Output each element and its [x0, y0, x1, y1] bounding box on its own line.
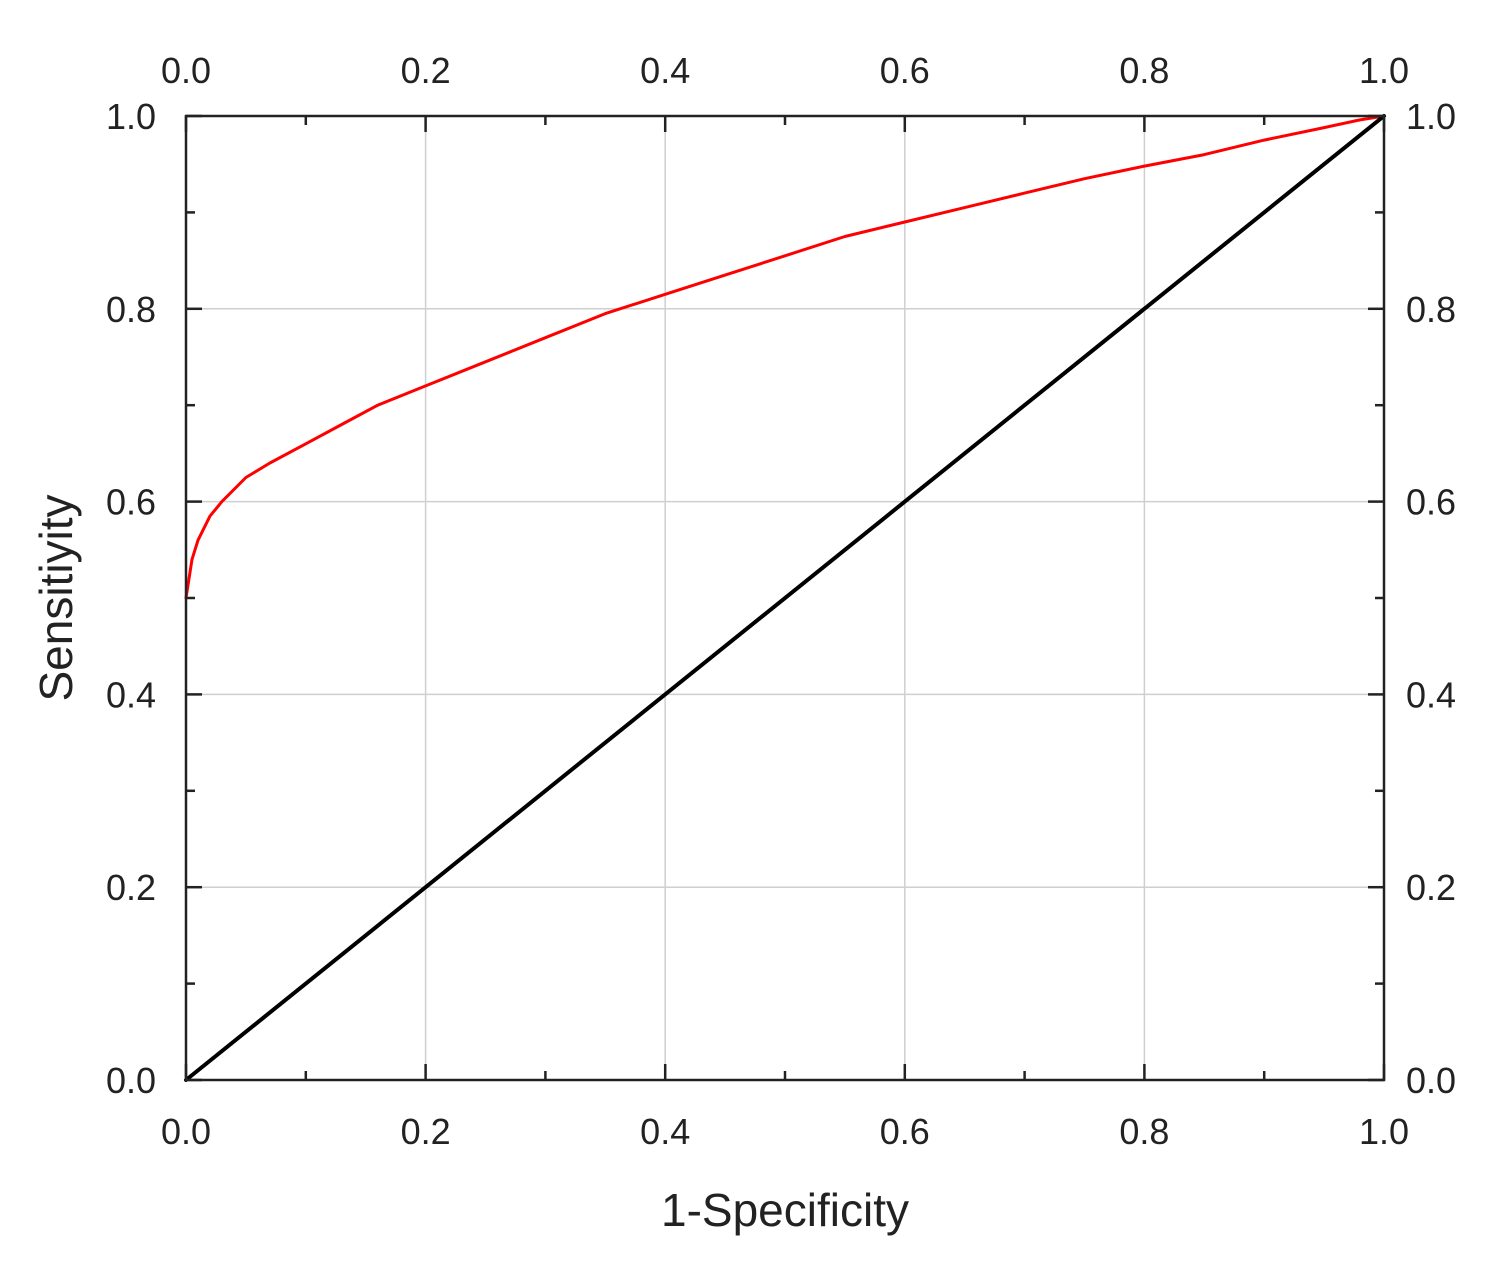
series-line-0 — [184, 114, 1386, 600]
y-tick-label-right-0: 0.0 — [1406, 1060, 1456, 1101]
y-tick-label-left-0: 0.0 — [106, 1060, 156, 1101]
x-tick-label-top-5: 1.0 — [1359, 50, 1409, 91]
y-axis-title: Sensitiyity — [30, 494, 82, 701]
x-tick-label-bottom-0: 0.0 — [161, 1111, 211, 1152]
y-tick-label-right-4: 0.8 — [1406, 289, 1456, 330]
x-tick-label-top-4: 0.8 — [1119, 50, 1169, 91]
y-tick-label-left-3: 0.6 — [106, 482, 156, 523]
tick-marks — [184, 114, 1386, 1082]
tick-labels: 0.00.00.20.20.40.40.60.60.80.81.01.00.0 0… — [106, 50, 1456, 1152]
x-tick-label-bottom-2: 0.4 — [640, 1111, 690, 1152]
x-tick-label-bottom-3: 0.6 — [880, 1111, 930, 1152]
x-tick-label-bottom-1: 0.2 — [401, 1111, 451, 1152]
x-tick-label-top-1: 0.2 — [401, 50, 451, 91]
y-tick-label-left-5: 1.0 — [106, 96, 156, 137]
y-tick-label-right-1: 0.2 — [1406, 867, 1456, 908]
series-layer — [184, 114, 1386, 1082]
x-axis-title: 1-Specificity — [661, 1184, 909, 1236]
x-tick-label-bottom-5: 1.0 — [1359, 1111, 1409, 1152]
x-tick-label-top-3: 0.6 — [880, 50, 930, 91]
x-tick-label-top-2: 0.4 — [640, 50, 690, 91]
y-tick-label-right-3: 0.6 — [1406, 482, 1456, 523]
y-tick-label-left-4: 0.8 — [106, 289, 156, 330]
y-tick-label-right-5: 1.0 — [1406, 96, 1456, 137]
y-tick-label-left-2: 0.4 — [106, 674, 156, 715]
x-tick-label-bottom-4: 0.8 — [1119, 1111, 1169, 1152]
series-line-1 — [184, 114, 1386, 1082]
x-tick-label-top-0: 0.0 — [161, 50, 211, 91]
y-tick-label-right-2: 0.4 — [1406, 674, 1456, 715]
grid — [186, 116, 1384, 1080]
y-tick-label-left-1: 0.2 — [106, 867, 156, 908]
